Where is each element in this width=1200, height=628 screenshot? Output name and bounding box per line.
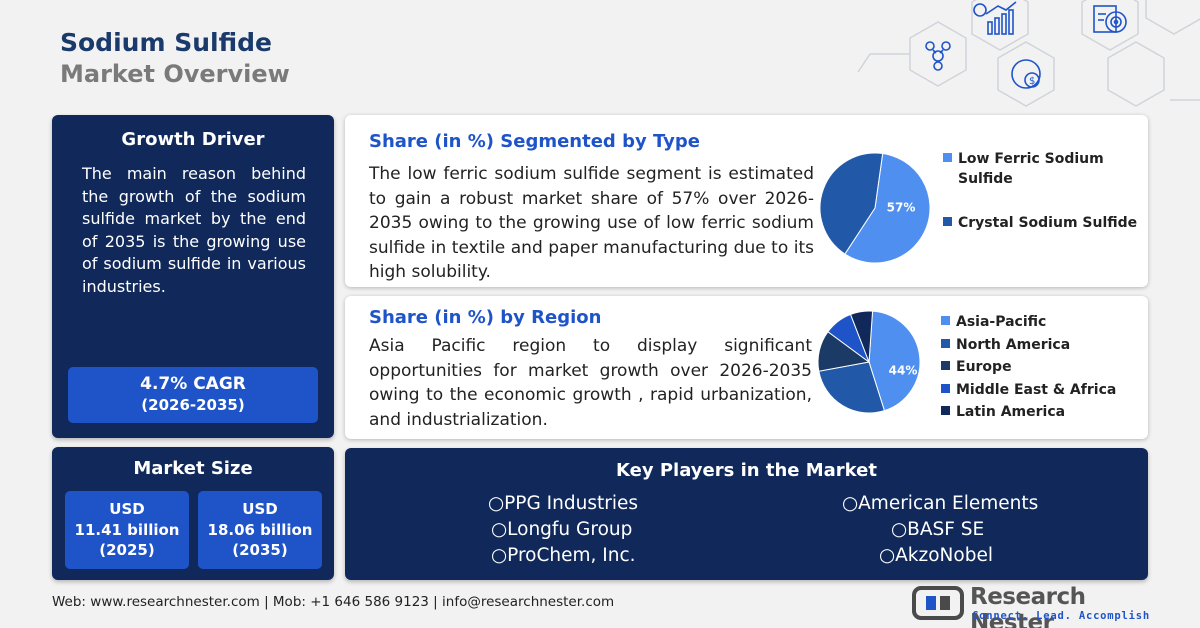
legend-label: North America — [956, 336, 1071, 353]
cagr-value: 4.7% CAGR — [140, 374, 246, 394]
legend-item-latin-america: Latin America — [941, 404, 1065, 420]
pie-slice-crystal-sodium-sulfide — [819, 152, 884, 255]
legend-label: Europe — [956, 359, 1012, 375]
legend-swatch — [941, 316, 950, 325]
legend-label: Crystal Sodium Sulfide — [958, 215, 1138, 231]
users-network-icon — [925, 41, 951, 71]
segment-type-text: The low ferric sodium sulfide segment is… — [369, 164, 814, 282]
player-item: ○American Elements — [842, 493, 1039, 514]
region-pie-chart: 44% — [817, 310, 921, 414]
research-nester-logo: Research Nester Connect. Lead. Accomplis… — [912, 584, 1152, 628]
dollar-globe-icon: $ — [1011, 59, 1041, 89]
legend-label: Middle East & Africa — [956, 381, 1117, 398]
legend-swatch — [943, 153, 952, 162]
market-size-value: 11.41 billion — [74, 520, 180, 539]
segment-region-panel: Share (in %) by Region Asia Pacific regi… — [345, 296, 1148, 439]
market-size-2035: USD 18.06 billion (2035) — [198, 491, 322, 569]
logo-brand-text: Research Nester — [970, 584, 1086, 628]
key-players-heading: Key Players in the Market — [616, 460, 877, 481]
segment-type-heading: Share (in %) Segmented by Type — [369, 131, 700, 152]
pie-slice-north-america — [818, 361, 886, 414]
legend-item-low-ferric: Low Ferric Sodium — [943, 151, 1104, 167]
page-subtitle: Market Overview — [60, 60, 290, 88]
market-size-heading: Market Size — [133, 458, 253, 479]
legend-label: Asia-Pacific — [956, 314, 1047, 330]
legend-item-low-ferric-line2: Sulfide — [958, 171, 1013, 187]
legend-item-europe: Europe — [941, 359, 1012, 375]
legend-label: Low Ferric Sodium — [958, 151, 1104, 167]
pie-slice-latin-america — [849, 310, 874, 363]
legend-swatch — [943, 217, 952, 226]
player-item: ○AkzoNobel — [879, 545, 993, 566]
page-title: Sodium Sulfide — [60, 28, 272, 57]
pie-slice-low-ferric-sodium-sulfide — [844, 152, 931, 264]
logo-tagline: Connect. Lead. Accomplish — [972, 610, 1151, 622]
cagr-period: (2026-2035) — [141, 396, 245, 414]
growth-driver-heading: Growth Driver — [121, 129, 265, 150]
logo-mark-icon — [912, 586, 964, 620]
segment-region-text: Asia Pacific region to display significa… — [369, 336, 812, 430]
type-pie-chart: 57% — [819, 152, 931, 264]
market-size-2025: USD 11.41 billion (2025) — [65, 491, 189, 569]
key-players-panel: Key Players in the Market ○PPG Industrie… — [345, 448, 1148, 580]
market-size-panel: Market Size USD 11.41 billion (2025) USD… — [52, 447, 334, 580]
market-size-value: 18.06 billion — [207, 520, 313, 539]
legend-item-asia-pacific: Asia-Pacific — [941, 314, 1046, 330]
player-item: ○BASF SE — [891, 519, 985, 540]
legend-swatch — [941, 383, 950, 393]
growth-driver-text: The main reason behind the growth of the… — [82, 164, 306, 296]
market-size-year: (2035) — [232, 541, 288, 559]
legend-item-crystal: Crystal Sodium Sulfide — [943, 215, 1137, 231]
legend-item-north-america: North America — [941, 337, 1070, 353]
legend-label: Latin America — [956, 404, 1066, 420]
market-size-year: (2025) — [99, 541, 155, 559]
svg-text:$: $ — [1029, 76, 1035, 87]
legend-swatch — [941, 361, 950, 370]
legend-swatch — [941, 406, 950, 415]
legend-item-middle-east-africa: Middle East & Africa — [941, 382, 1116, 398]
hexagon-icons-decoration: $ — [857, 0, 1200, 107]
region-pie-label: 44% — [889, 364, 918, 378]
growth-driver-panel: Growth Driver The main reason behind the… — [52, 115, 334, 438]
footer-contact: Web: www.researchnester.com | Mob: +1 64… — [52, 594, 615, 610]
pie-slice-asia-pacific — [868, 310, 921, 412]
player-item: ○ProChem, Inc. — [491, 545, 636, 566]
player-item: ○PPG Industries — [488, 493, 638, 514]
segment-type-panel: Share (in %) Segmented by Type The low f… — [345, 115, 1148, 287]
target-report-icon — [1093, 5, 1127, 33]
market-size-currency: USD — [242, 500, 278, 518]
type-pie-label: 57% — [887, 201, 916, 215]
cagr-badge: 4.7% CAGR (2026-2035) — [68, 367, 318, 423]
player-item: ○Longfu Group — [491, 519, 633, 540]
market-size-currency: USD — [109, 500, 145, 518]
segment-region-heading: Share (in %) by Region — [369, 307, 602, 328]
growth-chart-icon — [973, 1, 1017, 35]
legend-swatch — [941, 338, 950, 348]
